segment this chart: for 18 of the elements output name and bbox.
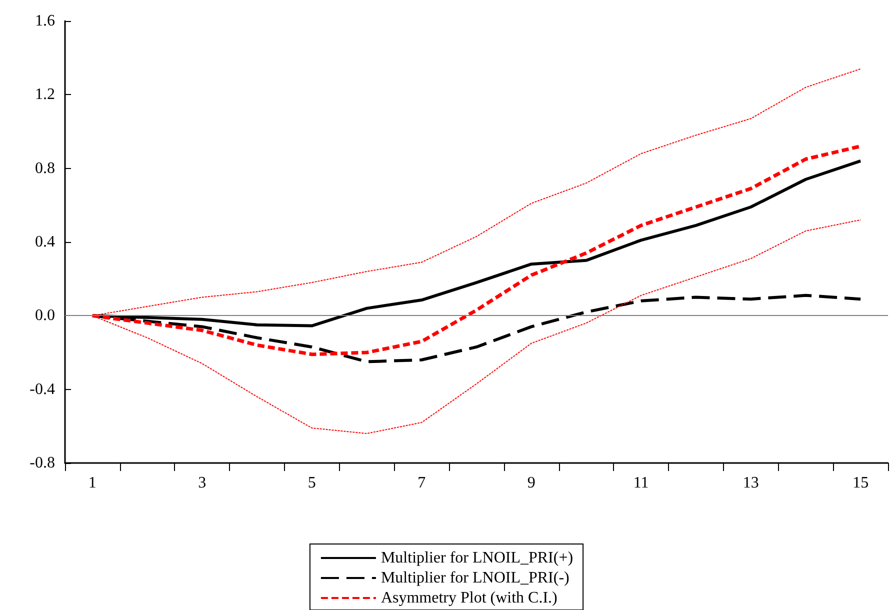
y-tick-label: 0.8 [35,160,55,177]
y-tick-label: -0.4 [30,380,55,398]
x-tick-label: 1 [88,474,96,492]
legend-label: Multiplier for LNOIL_PRI(-) [380,570,570,586]
x-tick-label: 11 [633,474,649,492]
x-tick-label: 5 [308,474,316,492]
x-tick-label: 15 [852,474,869,492]
y-tick-label: 1.6 [35,12,55,30]
y-tick-label: 0.4 [35,234,55,250]
x-tick-label: 7 [418,474,426,492]
x-tick-label: 3 [198,474,206,492]
y-tick-label: 1.2 [35,86,55,104]
legend-label: Asymmetry Plot (with C.I.) [380,590,558,606]
x-tick-label: 9 [527,474,536,492]
y-tick-label: -0.8 [30,454,55,472]
x-tick-label: 13 [742,474,759,492]
legend-label: Multiplier for LNOIL_PRI(+) [380,550,574,566]
y-tick-label: 0.0 [35,307,55,324]
